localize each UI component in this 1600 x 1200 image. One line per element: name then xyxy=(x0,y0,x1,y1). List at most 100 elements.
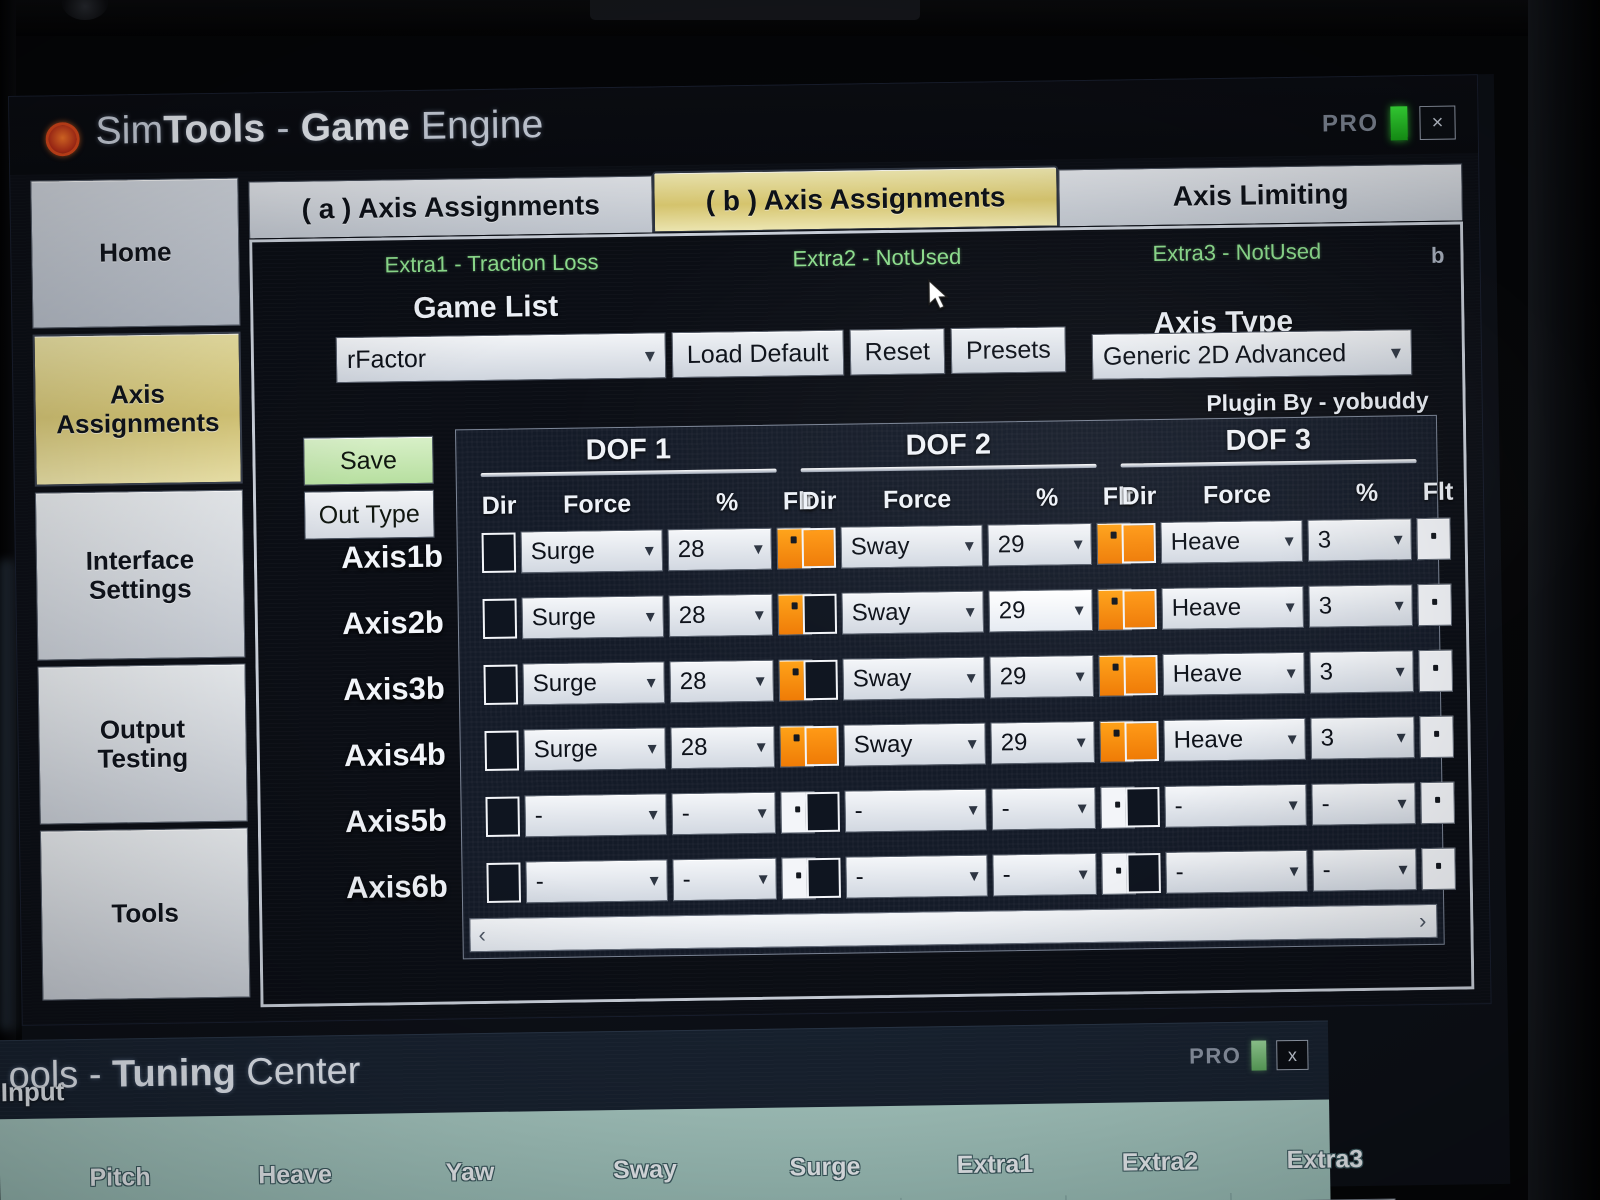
tab-label: ( a ) Axis Assignments xyxy=(301,189,601,225)
percent-select[interactable]: - ▾ xyxy=(1311,782,1416,826)
filter-toggle[interactable] xyxy=(1418,649,1453,693)
force-select[interactable]: Heave ▾ xyxy=(1163,717,1306,762)
percent-select[interactable]: 3 ▾ xyxy=(1310,716,1415,760)
dir-checkbox[interactable] xyxy=(483,664,519,706)
percent-select[interactable]: 29 ▾ xyxy=(987,522,1093,567)
title-game: Game xyxy=(300,105,411,150)
title-sim: Sim xyxy=(95,108,164,153)
percent-select[interactable]: - ▾ xyxy=(991,786,1096,831)
dir-checkbox[interactable] xyxy=(481,532,517,574)
dir-checkbox[interactable] xyxy=(804,725,840,767)
chevron-down-icon: ▾ xyxy=(758,868,768,889)
force-select[interactable]: Sway ▾ xyxy=(842,656,986,701)
game-list-select[interactable]: rFactor ▾ xyxy=(335,332,667,384)
presets-label: Presets xyxy=(965,335,1051,365)
percent-select[interactable]: 3 ▾ xyxy=(1309,650,1414,694)
input-label: Input xyxy=(0,1076,65,1108)
chevron-down-icon: ▾ xyxy=(968,799,978,820)
dir-checkbox[interactable] xyxy=(1121,523,1157,564)
dir-checkbox[interactable] xyxy=(806,857,841,899)
sidebar-item-axis-assignments[interactable]: Axis Assignments xyxy=(32,331,243,487)
filter-toggle[interactable] xyxy=(1421,847,1456,891)
filter-toggle[interactable] xyxy=(1416,517,1452,561)
game-list-title: Game List xyxy=(412,289,559,326)
percent-select[interactable]: - ▾ xyxy=(671,791,777,836)
dir-checkbox[interactable] xyxy=(801,527,837,569)
out-type-button[interactable]: Out Type xyxy=(303,489,435,540)
percent-select[interactable]: 29 ▾ xyxy=(989,654,1095,699)
title-engine: Engine xyxy=(409,103,544,149)
dir-checkbox[interactable] xyxy=(486,862,522,903)
dir-checkbox[interactable] xyxy=(482,598,518,640)
sidebar-item-home[interactable]: Home xyxy=(30,177,241,329)
percent-select[interactable]: 28 ▾ xyxy=(667,527,773,572)
tab-axis-assignments-b[interactable]: ( b ) Axis Assignments xyxy=(652,165,1060,234)
force-select[interactable]: - ▾ xyxy=(845,854,988,899)
force-select[interactable]: Sway ▾ xyxy=(843,722,987,767)
sidebar-item-output-testing[interactable]: Output Testing xyxy=(37,663,248,825)
force-select[interactable]: - ▾ xyxy=(844,788,988,833)
percent-select[interactable]: - ▾ xyxy=(992,852,1097,897)
filter-toggle[interactable] xyxy=(1420,781,1455,825)
dir-checkbox[interactable] xyxy=(1124,721,1159,762)
filter-toggle[interactable] xyxy=(1419,715,1454,759)
force-select[interactable]: Surge ▾ xyxy=(521,595,665,640)
force-select[interactable]: Heave ▾ xyxy=(1162,651,1306,696)
force-select[interactable]: - ▾ xyxy=(1165,849,1308,894)
percent-select[interactable]: 29 ▾ xyxy=(990,720,1096,765)
force-select[interactable]: Surge ▾ xyxy=(523,727,667,772)
scroll-left-icon[interactable]: ‹ xyxy=(478,922,487,948)
dir-checkbox[interactable] xyxy=(1123,655,1159,696)
percent-value: - xyxy=(1002,861,1011,889)
percent-select[interactable]: 3 ▾ xyxy=(1308,584,1414,628)
axis-type-select[interactable]: Generic 2D Advanced ▾ xyxy=(1091,329,1413,380)
force-select[interactable]: Surge ▾ xyxy=(520,529,664,574)
dir-checkbox[interactable] xyxy=(802,593,838,635)
percent-select[interactable]: - ▾ xyxy=(1312,848,1417,892)
dir-checkbox[interactable] xyxy=(484,730,520,771)
force-select[interactable]: Sway ▾ xyxy=(840,524,984,569)
sidebar-item-interface-settings[interactable]: Interface Settings xyxy=(34,489,246,661)
reset-button[interactable]: Reset xyxy=(849,328,946,376)
scroll-right-icon[interactable]: › xyxy=(1418,908,1427,934)
sidebar-item-tools[interactable]: Tools xyxy=(39,827,251,1001)
dof2-rule xyxy=(800,463,1097,473)
force-value: - xyxy=(1175,858,1184,886)
chevron-down-icon: ▾ xyxy=(1395,660,1405,681)
save-button[interactable]: Save xyxy=(303,435,434,486)
load-default-button[interactable]: Load Default xyxy=(671,329,845,379)
force-value: - xyxy=(534,802,543,830)
percent-value: - xyxy=(1321,790,1330,818)
percent-select[interactable]: 28 ▾ xyxy=(668,593,774,638)
tab-axis-limiting[interactable]: Axis Limiting xyxy=(1058,163,1464,228)
force-select[interactable]: - ▾ xyxy=(525,859,669,904)
force-select[interactable]: - ▾ xyxy=(1164,783,1307,828)
close-icon[interactable]: x xyxy=(1276,1039,1309,1071)
dir-checkbox[interactable] xyxy=(803,659,839,701)
force-value: Heave xyxy=(1173,725,1244,754)
dir-checkbox[interactable] xyxy=(1125,786,1160,828)
chevron-down-icon: ▾ xyxy=(1073,533,1083,554)
dir-checkbox[interactable] xyxy=(1126,852,1161,894)
dir-checkbox[interactable] xyxy=(805,791,841,833)
force-select[interactable]: Sway ▾ xyxy=(841,590,985,635)
chevron-down-icon: ▾ xyxy=(644,539,654,561)
dir-checkbox[interactable] xyxy=(485,796,521,837)
force-select[interactable]: Surge ▾ xyxy=(522,661,666,706)
presets-button[interactable]: Presets xyxy=(950,326,1067,375)
filter-toggle[interactable] xyxy=(1417,583,1453,627)
percent-value: 3 xyxy=(1318,592,1333,620)
percent-select[interactable]: 28 ▾ xyxy=(669,659,775,704)
force-select[interactable]: Heave ▾ xyxy=(1161,585,1305,630)
close-icon[interactable]: × xyxy=(1419,105,1456,141)
chevron-down-icon: ▾ xyxy=(964,535,974,556)
percent-select[interactable]: 28 ▾ xyxy=(670,725,776,770)
tab-axis-assignments-a[interactable]: ( a ) Axis Assignments xyxy=(248,175,654,240)
force-select[interactable]: Heave ▾ xyxy=(1160,519,1304,564)
force-select[interactable]: - ▾ xyxy=(524,793,668,838)
percent-select[interactable]: 3 ▾ xyxy=(1307,518,1413,562)
dir-checkbox[interactable] xyxy=(1122,589,1158,630)
pro-badge: PRO xyxy=(1321,109,1379,138)
percent-select[interactable]: - ▾ xyxy=(672,857,778,902)
percent-select[interactable]: 29 ▾ xyxy=(988,588,1094,633)
